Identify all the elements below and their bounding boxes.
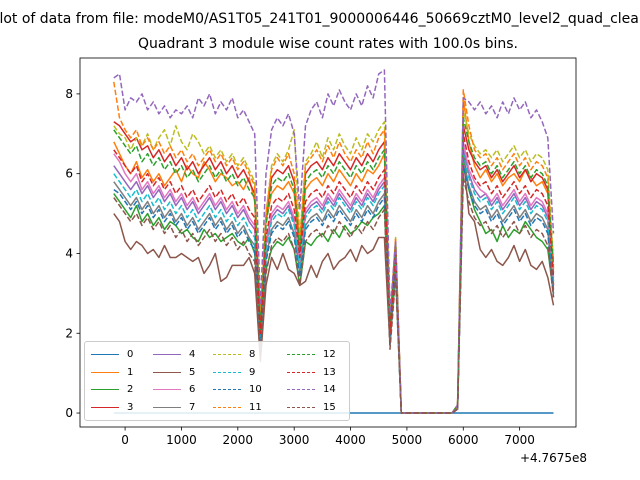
legend: 0 1 2 3 4 5 6 7 8 9 10 11 12 13 14 15 bbox=[84, 341, 350, 421]
legend-entry: 2 bbox=[91, 381, 153, 399]
series-line-4 bbox=[113, 149, 555, 414]
x-tick-label: 0 bbox=[121, 433, 129, 447]
x-tick-label: 3000 bbox=[279, 433, 310, 447]
legend-swatch bbox=[153, 389, 181, 391]
series-lines bbox=[113, 69, 555, 414]
legend-swatch bbox=[287, 406, 315, 408]
y-tick-label: 8 bbox=[65, 87, 73, 101]
legend-label: 10 bbox=[249, 384, 262, 396]
plot-frame bbox=[79, 57, 577, 428]
legend-entry: 10 bbox=[213, 381, 287, 399]
legend-entry: 9 bbox=[213, 364, 287, 382]
legend-label: 11 bbox=[249, 401, 262, 413]
y-tick-label: 4 bbox=[65, 246, 73, 260]
legend-label: 4 bbox=[189, 349, 196, 361]
legend-entry: 8 bbox=[213, 346, 287, 364]
series-line-13 bbox=[113, 133, 555, 414]
legend-label: 14 bbox=[323, 384, 336, 396]
legend-entry: 12 bbox=[287, 346, 353, 364]
legend-label: 2 bbox=[127, 384, 134, 396]
legend-label: 13 bbox=[323, 366, 336, 378]
legend-swatch bbox=[287, 389, 315, 391]
legend-label: 12 bbox=[323, 349, 336, 361]
legend-entry: 7 bbox=[153, 399, 213, 417]
series-line-9 bbox=[113, 152, 555, 414]
legend-label: 15 bbox=[323, 401, 336, 413]
x-tick-label: 7000 bbox=[504, 433, 535, 447]
legend-label: 6 bbox=[189, 384, 196, 396]
series-line-2 bbox=[113, 152, 555, 414]
legend-label: 9 bbox=[249, 366, 256, 378]
legend-entry: 3 bbox=[91, 399, 153, 417]
legend-label: 8 bbox=[249, 349, 256, 361]
x-tick-label: 2000 bbox=[223, 433, 254, 447]
series-line-10 bbox=[113, 164, 555, 414]
legend-swatch bbox=[153, 354, 181, 356]
series-line-8 bbox=[113, 109, 555, 414]
series-line-7 bbox=[113, 160, 555, 414]
legend-entry: 1 bbox=[91, 364, 153, 382]
legend-swatch bbox=[213, 354, 241, 356]
series-line-15 bbox=[113, 176, 555, 414]
x-tick-label: 4000 bbox=[335, 433, 366, 447]
series-line-3 bbox=[113, 121, 555, 414]
legend-swatch bbox=[91, 389, 119, 391]
axes: 0 1000 2000 3000 4000 5000 6000 7000 0 2 4 6 8 bbox=[65, 87, 535, 447]
series-line-6 bbox=[113, 141, 555, 414]
legend-entry: 0 bbox=[91, 346, 153, 364]
legend-entry: 4 bbox=[153, 346, 213, 364]
y-tick-label: 0 bbox=[65, 406, 73, 420]
x-tick-label: 1000 bbox=[166, 433, 197, 447]
legend-swatch bbox=[153, 406, 181, 408]
x-tick-label: 5000 bbox=[392, 433, 423, 447]
legend-entry: 6 bbox=[153, 381, 213, 399]
legend-swatch bbox=[287, 371, 315, 373]
chart-title: Quadrant 3 module wise count rates with … bbox=[138, 36, 518, 52]
legend-swatch bbox=[213, 389, 241, 391]
series-line-14 bbox=[113, 69, 555, 414]
legend-swatch bbox=[91, 371, 119, 373]
legend-swatch bbox=[213, 371, 241, 373]
legend-entry: 14 bbox=[287, 381, 353, 399]
y-tick-label: 2 bbox=[65, 326, 73, 340]
legend-swatch bbox=[91, 406, 119, 408]
legend-entry: 13 bbox=[287, 364, 353, 382]
legend-entry: 11 bbox=[213, 399, 287, 417]
legend-entry: 15 bbox=[287, 399, 353, 417]
suptitle-text: Plot of data from file: modeM0/AS1T05_24… bbox=[0, 11, 640, 27]
x-tick-label: 6000 bbox=[448, 433, 479, 447]
legend-label: 0 bbox=[127, 349, 134, 361]
legend-label: 7 bbox=[189, 401, 196, 413]
figure-suptitle: Plot of data from file: modeM0/AS1T05_24… bbox=[0, 11, 640, 31]
legend-entry: 5 bbox=[153, 364, 213, 382]
legend-swatch bbox=[213, 406, 241, 408]
legend-swatch bbox=[153, 371, 181, 373]
legend-label: 3 bbox=[127, 401, 134, 413]
series-line-1 bbox=[113, 97, 555, 414]
legend-entries: 0 1 2 3 4 5 6 7 8 9 10 11 12 13 14 15 bbox=[91, 346, 353, 416]
legend-swatch bbox=[287, 354, 315, 356]
y-tick-label: 6 bbox=[65, 167, 73, 181]
legend-swatch bbox=[91, 354, 119, 356]
legend-label: 1 bbox=[127, 366, 134, 378]
x-axis-offset-label: +4.7675e8 bbox=[519, 451, 587, 465]
series-line-11 bbox=[113, 81, 555, 414]
series-line-5 bbox=[113, 156, 555, 414]
legend-label: 5 bbox=[189, 366, 196, 378]
series-line-12 bbox=[113, 117, 555, 414]
